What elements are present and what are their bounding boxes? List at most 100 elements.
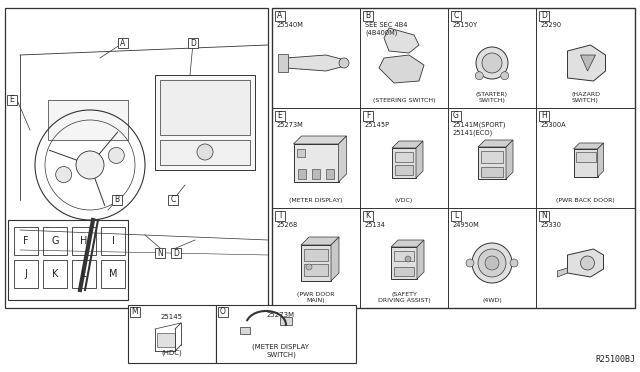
Text: R25100BJ: R25100BJ [595, 355, 635, 364]
Polygon shape [301, 237, 339, 245]
Text: A: A [120, 38, 125, 48]
Bar [216, 305, 356, 363]
Bar [294, 144, 339, 182]
Text: F: F [366, 112, 370, 121]
Circle shape [339, 58, 349, 68]
Bar [218, 307, 228, 317]
Polygon shape [573, 143, 604, 149]
Bar [72, 227, 96, 255]
Text: 25268: 25268 [277, 222, 298, 228]
Polygon shape [417, 240, 424, 279]
Bar [275, 11, 285, 21]
Bar [112, 195, 122, 205]
Polygon shape [416, 141, 423, 178]
Text: G: G [453, 112, 459, 121]
Text: O: O [220, 308, 226, 317]
Text: D: D [173, 248, 179, 257]
Bar [272, 8, 635, 308]
Circle shape [510, 259, 518, 267]
Text: (STEERING SWITCH): (STEERING SWITCH) [372, 98, 435, 103]
Circle shape [472, 243, 512, 283]
Text: C: C [170, 196, 175, 205]
Bar [130, 307, 140, 317]
Bar [275, 111, 285, 121]
Text: N: N [157, 248, 163, 257]
Bar [312, 169, 319, 179]
Text: 25290: 25290 [541, 22, 562, 28]
Bar [7, 95, 17, 105]
Text: (VDC): (VDC) [395, 198, 413, 203]
Bar [394, 251, 414, 261]
Bar [118, 38, 128, 48]
Circle shape [476, 72, 483, 80]
Bar [278, 54, 288, 72]
Text: 25273M: 25273M [267, 312, 295, 318]
Circle shape [197, 144, 213, 160]
Text: E: E [10, 96, 14, 105]
Bar [160, 140, 250, 165]
Polygon shape [331, 237, 339, 281]
Text: (PWR DOOR
MAIN): (PWR DOOR MAIN) [297, 292, 335, 303]
Bar [575, 152, 595, 162]
Polygon shape [478, 140, 513, 147]
Text: D: D [190, 38, 196, 48]
Text: G: G [51, 236, 59, 246]
Text: (PWR BACK DOOR): (PWR BACK DOOR) [556, 198, 615, 203]
Circle shape [478, 249, 506, 277]
Text: 25145P: 25145P [365, 122, 390, 128]
Polygon shape [580, 55, 595, 71]
Text: L: L [454, 212, 458, 221]
Polygon shape [339, 136, 346, 182]
Polygon shape [286, 55, 341, 71]
Bar [8, 220, 128, 300]
Bar [188, 38, 198, 48]
Text: 25330: 25330 [541, 222, 562, 228]
Text: (4WD): (4WD) [482, 298, 502, 303]
Text: SEE SEC 4B4
(4B400M): SEE SEC 4B4 (4B400M) [365, 22, 408, 36]
Bar [14, 260, 38, 288]
Bar [363, 211, 373, 221]
Bar [573, 149, 598, 177]
Circle shape [306, 264, 312, 270]
Text: L: L [81, 269, 87, 279]
Bar [326, 169, 333, 179]
Text: K: K [52, 269, 58, 279]
Text: F: F [23, 236, 29, 246]
Polygon shape [391, 240, 424, 247]
Text: 25300A: 25300A [541, 122, 566, 128]
Bar [43, 260, 67, 288]
Text: 25150Y: 25150Y [453, 22, 478, 28]
Bar [101, 227, 125, 255]
Bar [395, 152, 413, 162]
Polygon shape [379, 55, 424, 83]
Text: B: B [365, 12, 371, 20]
Text: (METER DISPLAY: (METER DISPLAY [253, 344, 310, 350]
Text: N: N [541, 212, 547, 221]
Text: K: K [365, 212, 371, 221]
Bar [157, 333, 175, 347]
Text: E: E [278, 112, 282, 121]
Text: (HAZARD
SWITCH): (HAZARD SWITCH) [571, 92, 600, 103]
Bar [481, 151, 503, 163]
Bar [478, 147, 506, 179]
Polygon shape [294, 136, 346, 144]
Text: (SAFETY
DRIVING ASSIST): (SAFETY DRIVING ASSIST) [378, 292, 430, 303]
Polygon shape [384, 28, 419, 53]
Bar [72, 260, 96, 288]
Bar [240, 327, 250, 334]
Polygon shape [557, 268, 568, 277]
Polygon shape [392, 141, 423, 148]
Polygon shape [506, 140, 513, 179]
Bar [481, 167, 503, 177]
Bar [363, 111, 373, 121]
Text: 25273M: 25273M [277, 122, 304, 128]
Bar [280, 317, 292, 325]
Text: H: H [541, 112, 547, 121]
Text: 24950M: 24950M [453, 222, 480, 228]
Bar [363, 11, 373, 21]
Text: 25145: 25145 [161, 314, 183, 320]
Circle shape [476, 47, 508, 79]
Polygon shape [598, 143, 604, 177]
Bar [5, 8, 268, 308]
Text: (STARTER)
SWITCH): (STARTER) SWITCH) [476, 92, 508, 103]
